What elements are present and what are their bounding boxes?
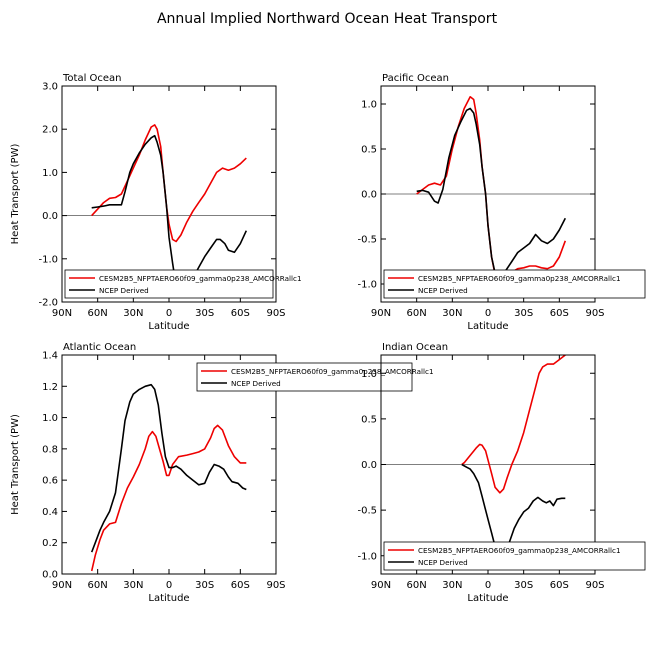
legend-label: NCEP Derived — [418, 558, 468, 567]
panel-3: Indian Ocean 90N 60N 30N 0 30S 60S 90S -1.0 -0.5 0… — [357, 342, 646, 604]
y-tick-label: 1.4 — [42, 351, 58, 362]
x-tick-label: 0 — [166, 308, 172, 319]
plot-frame — [380, 354, 596, 575]
x-tick-label: 30S — [195, 580, 214, 591]
x-axis-label: Latitude — [467, 593, 508, 604]
x-tick-label: 90S — [585, 308, 604, 319]
x-tick-label: 90S — [266, 308, 285, 319]
x-tick-label: 60N — [407, 580, 427, 591]
x-axis-label: Latitude — [467, 321, 508, 332]
legend: CESM2B5_NFPTAERO60f09_gamma0p238_AMCORRa… — [383, 269, 646, 299]
panel-title: Total Ocean — [62, 73, 122, 84]
legend-label: CESM2B5_NFPTAERO60f09_gamma0p238_AMCORRa… — [231, 367, 434, 376]
x-tick-label: 90N — [52, 308, 72, 319]
series-line-ncep — [416, 107, 567, 281]
figure-title: Annual Implied Northward Ocean Heat Tran… — [157, 11, 498, 27]
legend-label: NCEP Derived — [231, 379, 281, 388]
series-line-model — [90, 424, 247, 572]
x-axis-label: Latitude — [148, 593, 189, 604]
legend-label: NCEP Derived — [418, 286, 468, 295]
legend: CESM2B5_NFPTAERO60f09_gamma0p238_AMCORRa… — [383, 541, 646, 571]
legend: CESM2B5_NFPTAERO60f09_gamma0p238_AMCORRa… — [196, 362, 434, 392]
panel-1: Pacific Ocean 90N 60N 30N 0 30S 60S 90S -1.0 -0.5… — [357, 73, 646, 332]
x-axis-label: Latitude — [148, 321, 189, 332]
legend: CESM2B5_NFPTAERO60f09_gamma0p238_AMCORRa… — [64, 269, 302, 299]
panel-title: Atlantic Ocean — [63, 342, 136, 353]
y-tick-label: 0.5 — [361, 145, 377, 156]
legend-box — [64, 269, 274, 299]
y-tick-label: -0.5 — [357, 235, 377, 246]
y-tick-label: -2.0 — [38, 298, 58, 309]
legend-label: CESM2B5_NFPTAERO60f09_gamma0p238_AMCORRa… — [418, 274, 621, 283]
y-tick-label: 0.6 — [42, 476, 58, 487]
x-tick-label: 30S — [514, 580, 533, 591]
y-tick-label: 2.0 — [42, 125, 58, 136]
y-tick-label: 1.2 — [42, 382, 58, 393]
y-axis-label: Heat Transport (PW) — [10, 414, 21, 515]
panel-title: Indian Ocean — [382, 342, 448, 353]
y-tick-label: 0.5 — [361, 414, 377, 425]
x-tick-label: 60S — [550, 308, 569, 319]
x-tick-label: 90N — [371, 580, 391, 591]
y-tick-label: 0.0 — [42, 570, 58, 581]
series-line-ncep — [91, 134, 248, 290]
panel-title: Pacific Ocean — [382, 73, 449, 84]
y-tick-label: 0.0 — [361, 460, 377, 471]
y-tick-label: 3.0 — [42, 82, 58, 93]
legend-box — [196, 362, 413, 392]
x-tick-label: 0 — [166, 580, 172, 591]
y-tick-label: 1.0 — [361, 100, 377, 111]
x-tick-label: 60S — [231, 580, 250, 591]
legend-box — [383, 541, 646, 571]
x-tick-label: 0 — [485, 580, 491, 591]
x-tick-label: 60N — [88, 308, 108, 319]
x-tick-label: 30N — [123, 308, 143, 319]
series-line-model — [91, 124, 247, 243]
x-tick-label: 90N — [371, 308, 391, 319]
y-tick-label: 0.2 — [42, 538, 58, 549]
legend-label: CESM2B5_NFPTAERO60f09_gamma0p238_AMCORRa… — [99, 274, 302, 283]
x-tick-label: 30S — [195, 308, 214, 319]
plot-frame — [61, 354, 277, 575]
y-tick-label: 0.0 — [361, 190, 377, 201]
x-tick-label: 60N — [88, 580, 108, 591]
x-tick-label: 30N — [123, 580, 143, 591]
y-tick-label: 1.0 — [42, 413, 58, 424]
x-tick-label: 0 — [485, 308, 491, 319]
y-tick-label: 0.8 — [42, 444, 58, 455]
x-tick-label: 60S — [231, 308, 250, 319]
y-tick-label: 1.0 — [361, 369, 377, 380]
x-tick-label: 90S — [266, 580, 285, 591]
panel-0: Total Ocean 90N 60N 30N 0 30S 60S 90S -2.0 -1.0 0.… — [10, 73, 302, 332]
x-tick-label: 30S — [514, 308, 533, 319]
x-tick-label: 60S — [550, 580, 569, 591]
plot-frame — [61, 85, 277, 303]
legend-box — [383, 269, 646, 299]
y-tick-label: 1.0 — [42, 168, 58, 179]
legend-label: CESM2B5_NFPTAERO60f09_gamma0p238_AMCORRa… — [418, 546, 621, 555]
legend-label: NCEP Derived — [99, 286, 149, 295]
y-tick-label: -0.5 — [357, 506, 377, 517]
series-line-model — [461, 354, 566, 494]
y-tick-label: -1.0 — [38, 254, 58, 265]
y-tick-label: -1.0 — [357, 551, 377, 562]
series-line-ncep — [90, 383, 247, 553]
panel-2: Atlantic Ocean 90N 60N 30N 0 30S 60S 90S 0.0 0.2 0… — [10, 342, 434, 604]
y-axis-label: Heat Transport (PW) — [10, 144, 21, 245]
x-tick-label: 30N — [442, 308, 462, 319]
x-tick-label: 60N — [407, 308, 427, 319]
x-tick-label: 30N — [442, 580, 462, 591]
plot-frame — [380, 85, 596, 303]
y-tick-label: 0.4 — [42, 507, 58, 518]
x-tick-label: 90S — [585, 580, 604, 591]
x-tick-label: 90N — [52, 580, 72, 591]
y-tick-label: 0.0 — [42, 211, 58, 222]
y-tick-label: -1.0 — [357, 280, 377, 291]
